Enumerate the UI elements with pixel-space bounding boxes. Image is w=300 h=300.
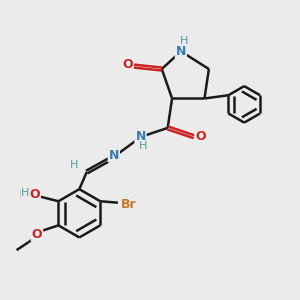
Text: O: O — [122, 58, 133, 71]
Text: Br: Br — [120, 198, 136, 211]
Text: N: N — [109, 148, 119, 161]
Text: O: O — [29, 188, 40, 201]
Text: H: H — [21, 188, 30, 198]
Text: H: H — [139, 141, 147, 151]
Text: O: O — [195, 130, 206, 143]
Text: O: O — [32, 228, 42, 241]
Text: H: H — [70, 160, 79, 170]
Text: H: H — [19, 190, 27, 200]
Text: N: N — [135, 130, 146, 143]
Text: N: N — [176, 45, 186, 58]
Text: H: H — [180, 36, 188, 46]
